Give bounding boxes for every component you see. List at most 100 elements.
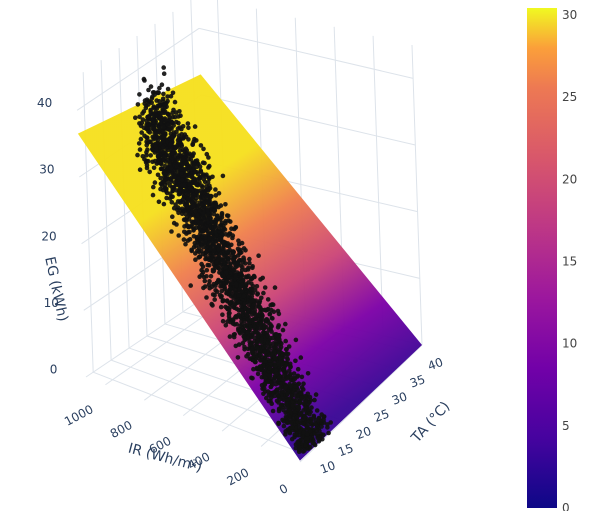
data-point [250, 265, 255, 271]
data-point [201, 146, 206, 152]
data-point [249, 294, 255, 299]
data-point [307, 411, 312, 417]
data-point [246, 273, 251, 279]
data-point [241, 246, 247, 251]
data-point [175, 205, 181, 210]
data-point [214, 233, 219, 238]
data-point [191, 234, 197, 239]
data-point [204, 184, 209, 189]
data-point [280, 327, 286, 333]
data-point [289, 420, 294, 426]
data-point [308, 444, 313, 450]
data-point [269, 380, 274, 386]
data-point [191, 244, 197, 250]
data-point [200, 160, 206, 165]
data-point [167, 115, 172, 120]
data-point [290, 400, 296, 405]
data-point [198, 169, 204, 175]
data-point [261, 391, 266, 397]
data-point [182, 132, 188, 137]
data-point [191, 151, 196, 156]
data-point [246, 308, 251, 313]
data-point [277, 346, 283, 352]
data-point [313, 392, 319, 397]
data-point [237, 331, 243, 336]
data-point [247, 256, 252, 262]
data-point [206, 216, 212, 221]
data-point [188, 193, 194, 199]
data-point [278, 381, 283, 386]
data-point [161, 71, 167, 76]
data-point [149, 117, 155, 123]
data-point [295, 366, 301, 372]
data-point [153, 144, 158, 149]
data-point [161, 134, 167, 139]
data-point [191, 162, 197, 168]
data-point [149, 96, 155, 101]
data-point [283, 384, 289, 390]
data-point [242, 301, 247, 307]
data-point [309, 405, 314, 410]
data-point [311, 414, 317, 420]
x-tick-label: 40 [426, 355, 445, 373]
data-point [133, 115, 138, 120]
data-point [192, 136, 197, 142]
data-point [302, 415, 308, 421]
data-point [192, 177, 198, 183]
data-point [273, 332, 279, 337]
data-point [155, 153, 161, 159]
data-point [182, 224, 187, 229]
data-point [303, 405, 309, 410]
data-point [228, 286, 233, 292]
data-point [208, 246, 213, 252]
data-point [265, 333, 271, 339]
data-point [199, 183, 204, 188]
data-point [251, 366, 256, 372]
data-point [164, 139, 169, 144]
data-point [247, 260, 252, 266]
data-point [284, 347, 289, 352]
data-point [252, 274, 257, 280]
data-point [256, 253, 261, 258]
data-point [276, 350, 282, 355]
data-point [185, 121, 191, 126]
data-point [298, 391, 304, 396]
data-point [225, 213, 231, 219]
data-point [161, 65, 166, 70]
data-point [275, 337, 281, 342]
data-point [190, 141, 195, 147]
data-point [228, 319, 233, 325]
data-point [198, 238, 204, 244]
data-point [199, 261, 204, 267]
data-point [229, 292, 235, 297]
data-point [199, 190, 204, 195]
data-point [225, 306, 231, 312]
data-point [162, 110, 167, 115]
data-point [156, 199, 162, 205]
z-axis-title: EG (kWh) [41, 255, 70, 323]
data-point [218, 280, 223, 286]
data-point [220, 312, 225, 318]
data-point [251, 353, 256, 359]
data-point [172, 155, 177, 160]
grid-line-floor-x [92, 371, 308, 456]
data-point [217, 236, 223, 241]
data-point [200, 229, 206, 234]
data-point [155, 172, 161, 178]
colorbar-tick-label: 0 [562, 501, 570, 511]
data-point [137, 92, 142, 97]
data-point [147, 169, 152, 175]
data-point [269, 391, 275, 396]
data-point [321, 432, 326, 438]
data-point [171, 205, 177, 211]
data-point [232, 302, 238, 307]
data-point [289, 393, 295, 399]
data-point [295, 393, 301, 399]
grid-line-side-z [201, 94, 416, 146]
data-point [295, 404, 301, 410]
data-point [160, 144, 166, 150]
data-point [160, 129, 165, 134]
data-point [301, 381, 306, 387]
